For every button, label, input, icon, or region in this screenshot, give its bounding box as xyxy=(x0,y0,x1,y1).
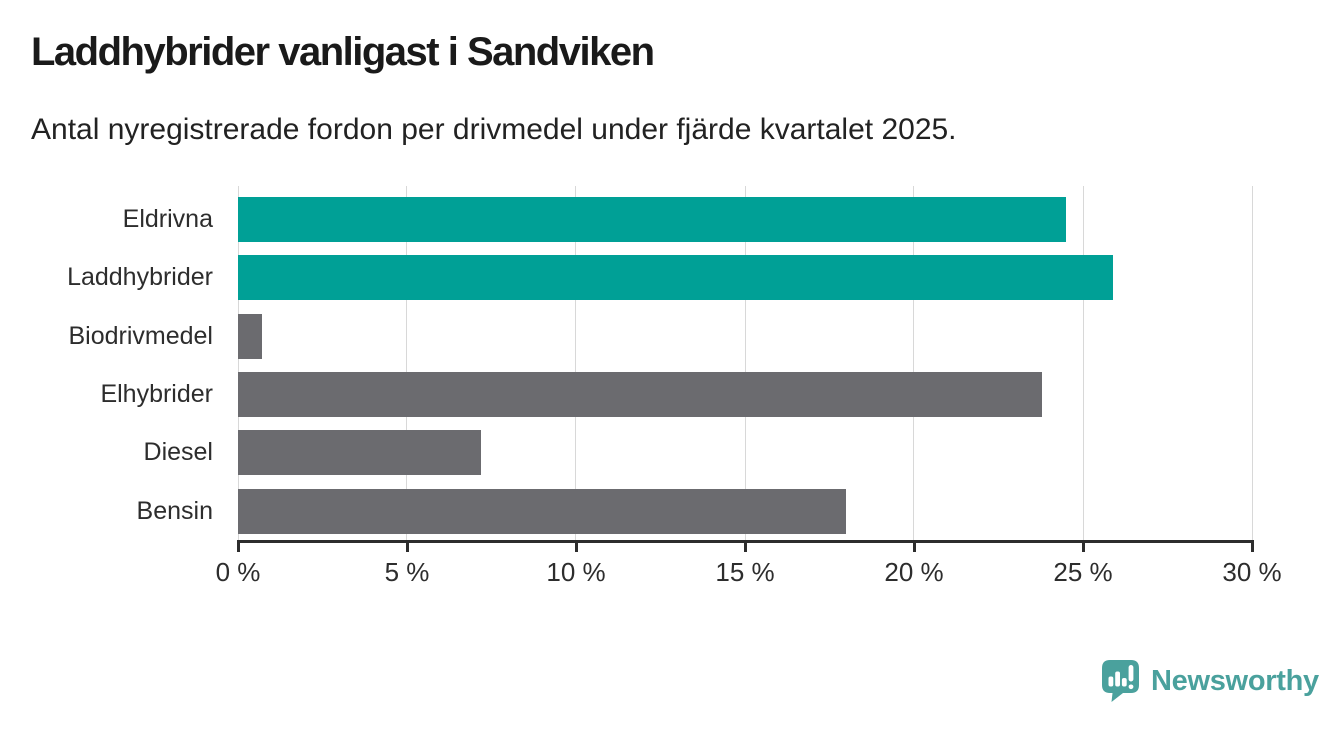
axis-tick xyxy=(1250,540,1254,552)
gridline xyxy=(406,186,408,541)
category-label: Laddhybrider xyxy=(67,263,213,292)
category-labels: Eldrivna Laddhybrider Biodrivmedel Elhybrid… xyxy=(0,186,226,541)
axis-tick xyxy=(912,540,916,552)
gridline xyxy=(575,186,577,541)
category-label: Diesel xyxy=(143,438,213,467)
category-label: Eldrivna xyxy=(122,205,213,233)
axis-tick xyxy=(236,540,240,552)
gridline xyxy=(913,186,915,541)
gridline xyxy=(744,186,746,541)
gridline xyxy=(1251,186,1253,541)
category-label: Elhybrider xyxy=(100,379,213,408)
chart-title: Laddhybrider vanligast i Sandviken xyxy=(31,30,655,74)
newsworthy-logo-icon xyxy=(1102,660,1139,702)
bar-laddhybrider xyxy=(238,255,1114,301)
axis-tick-label: 0 % xyxy=(215,557,261,587)
bar-diesel xyxy=(238,430,482,476)
axis-tick xyxy=(743,540,747,552)
axis-tick-label: 15 % xyxy=(715,557,775,587)
category-label: Biodrivmedel xyxy=(68,321,213,350)
axis-tick xyxy=(1081,540,1085,552)
bar-bensin xyxy=(238,488,847,534)
axis-tick xyxy=(405,540,409,552)
bar-elhybrider xyxy=(238,371,1043,417)
axis-tick-label: 20 % xyxy=(884,557,944,587)
chart-subtitle: Antal nyregistrerade fordon per drivmede… xyxy=(31,113,957,146)
axis-tick-label: 30 % xyxy=(1222,557,1282,587)
axis-tick-label: 25 % xyxy=(1053,557,1113,587)
x-axis: 0 % 5 % 10 % 15 % 20 % 25 % 30 % xyxy=(216,540,1282,595)
axis-tick xyxy=(574,540,578,552)
axis-tick-label: 10 % xyxy=(546,557,606,587)
bar-eldrivna xyxy=(238,197,1067,242)
plot-area xyxy=(237,186,1253,541)
gridline xyxy=(1082,186,1084,541)
bar-biodrivmedel xyxy=(238,313,262,359)
newsworthy-logo: Newsworthy xyxy=(1102,660,1319,703)
axis-tick-label: 5 % xyxy=(384,557,430,587)
gridline xyxy=(237,186,239,541)
category-label: Bensin xyxy=(136,496,213,525)
newsworthy-wordmark: Newsworthy xyxy=(1151,665,1319,697)
